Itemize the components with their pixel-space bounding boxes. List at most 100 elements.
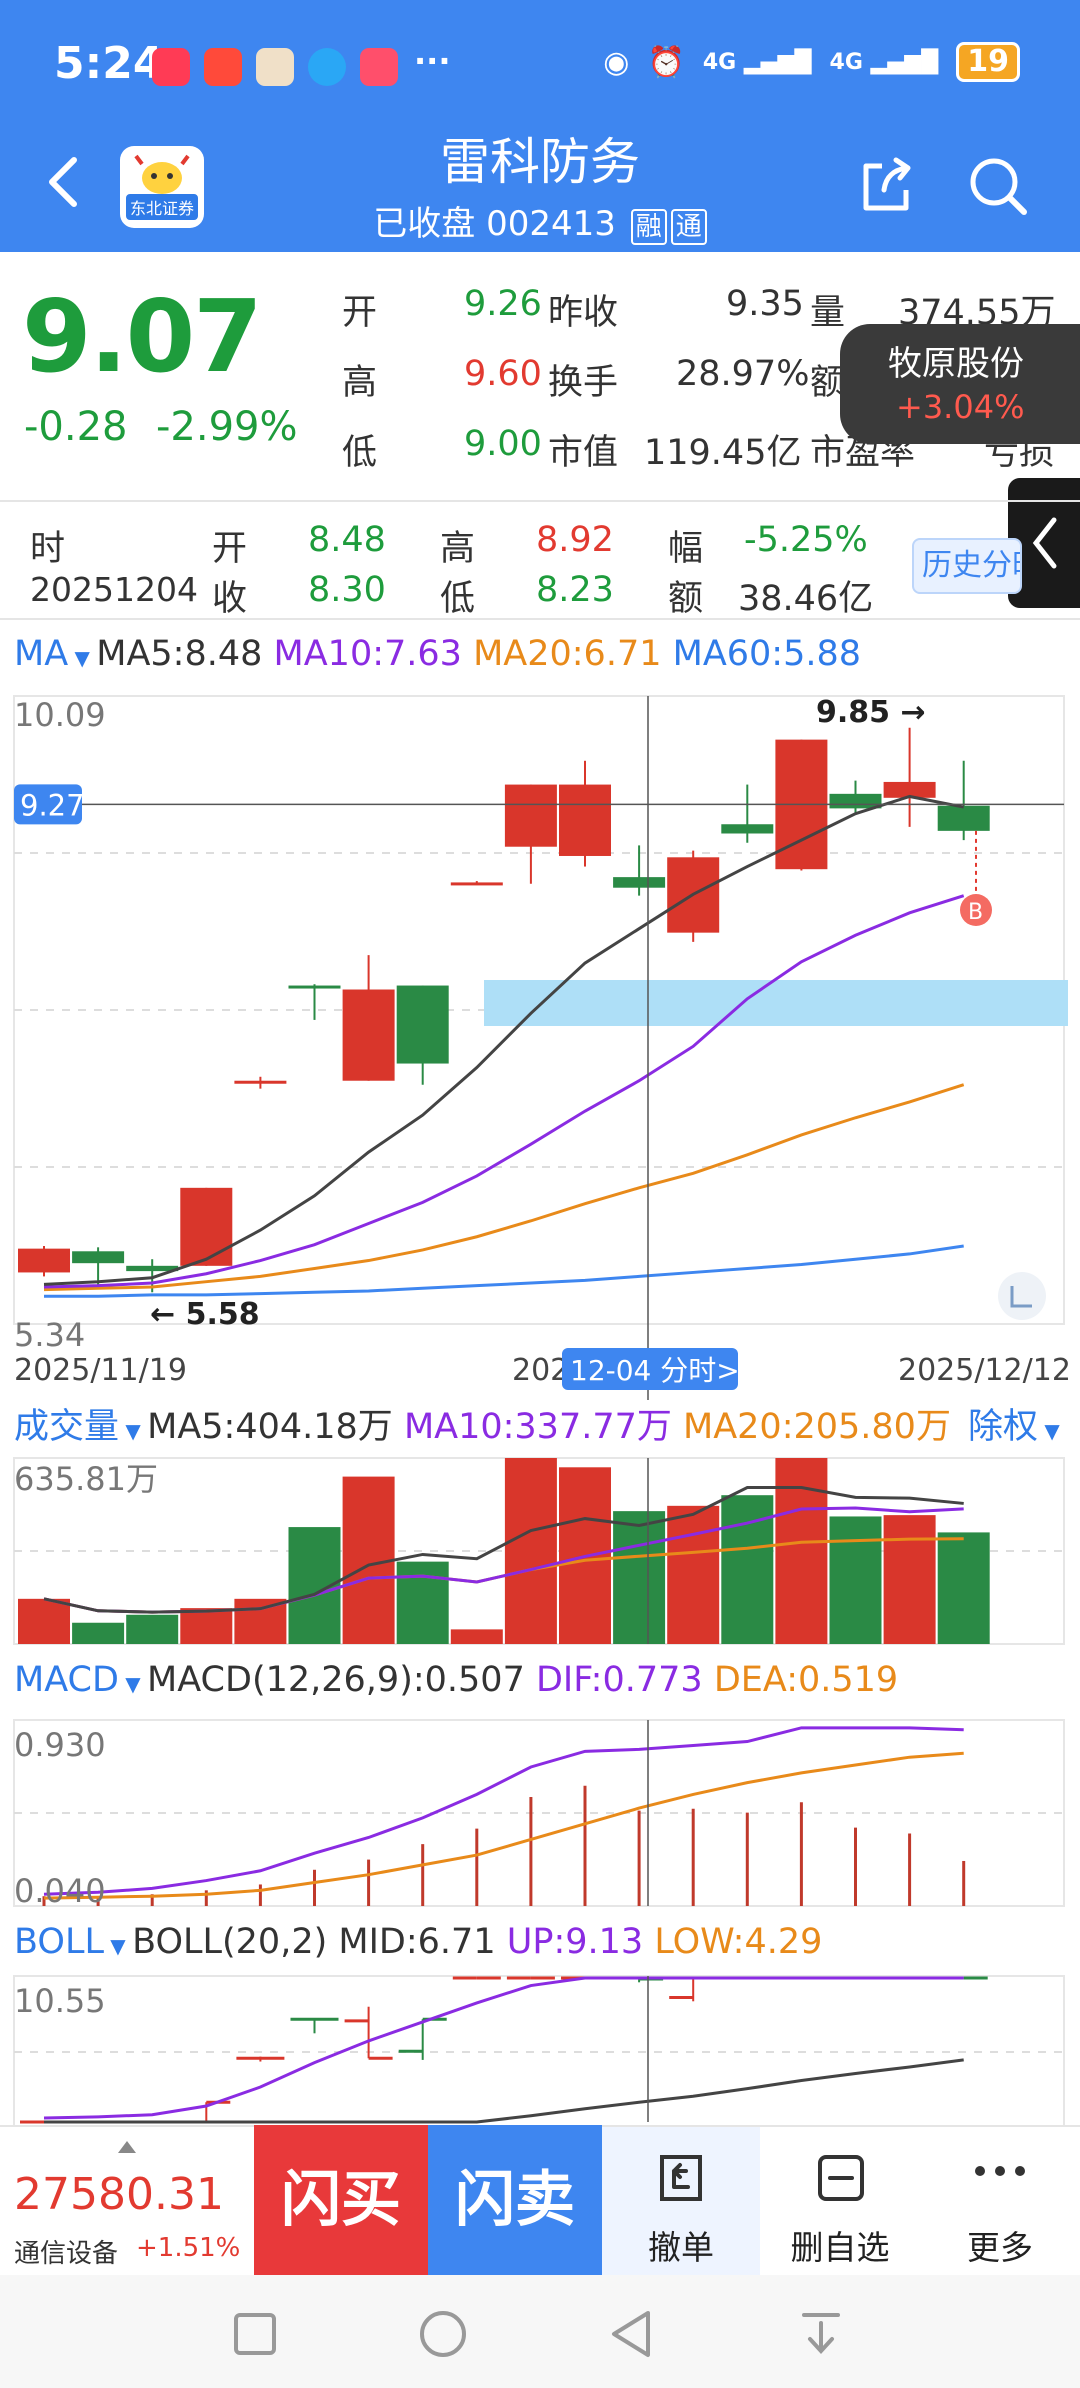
boll-y-max: 10.55 [14, 1982, 106, 2020]
dropdown-icon[interactable]: ▼ [68, 646, 97, 670]
candlestick-chart[interactable]: 10.09 5.34 9.27 9.85 → ← 5.58 B 2025/11/19 202 1… [0, 680, 1080, 1400]
boll-chart[interactable]: 10.55 [0, 1972, 1080, 2125]
fullscreen-icon-glyph [1010, 1286, 1032, 1308]
volume-selector[interactable]: 成交量 [14, 1407, 120, 1447]
battery-icon: 19 [956, 42, 1020, 82]
candle-body [883, 781, 936, 798]
x-axis-end: 2025/12/12 [898, 1353, 1071, 1388]
index-value: 27580.31 [14, 2169, 224, 2220]
search-icon [970, 158, 1027, 215]
back-button[interactable] [40, 152, 90, 212]
plot-frame [13, 1719, 1065, 1907]
day-amplitude-value: -5.25% [744, 520, 868, 560]
volume-bar [613, 1511, 666, 1644]
notification-shade-icon[interactable] [798, 2309, 844, 2359]
boll-up-value: UP:9.13 [506, 1922, 644, 1962]
macd-value: MACD(12,26,9):0.507 [147, 1660, 525, 1700]
triangle-up-icon [118, 2141, 136, 2153]
dropdown-icon[interactable]: ▼ [103, 1934, 133, 1958]
volume-label: 量 [810, 293, 846, 333]
turnover-value: 28.97% [676, 354, 810, 394]
recent-apps-icon[interactable] [232, 2311, 278, 2357]
day-amount-value: 38.46亿 [738, 579, 874, 619]
cursor-date-label: 12-04 分时> [570, 1354, 740, 1387]
dropdown-icon[interactable]: ▼ [118, 1672, 148, 1696]
market-cap-value: 119.45亿 [644, 433, 802, 473]
flash-sell-button[interactable]: 闪卖 [428, 2125, 602, 2275]
related-stock-popup[interactable]: 牧原股份 +3.04% [840, 324, 1080, 444]
broker-logo: 东北证券 [120, 146, 204, 228]
margin-tag: 融 [630, 209, 667, 245]
bottom-action-bar: 27580.31 通信设备 +1.51% 闪买 闪卖 撤单 删自选 更多 [0, 2125, 1080, 2275]
boll-selector[interactable]: BOLL [14, 1922, 104, 1962]
stock-name: 雷科防务 [440, 133, 640, 191]
history-intraday-button[interactable]: 历史分时 [912, 538, 1022, 594]
cancel-order-button[interactable]: 撤单 [602, 2125, 760, 2275]
high-value: 9.60 [464, 354, 542, 394]
popup-stock-pct: +3.04% [896, 388, 1025, 426]
buy-marker [960, 894, 992, 926]
cancel-order-icon [660, 2155, 702, 2201]
open-value: 9.26 [464, 284, 542, 324]
back-nav-icon[interactable] [608, 2309, 654, 2359]
macd-chart[interactable]: 0.930 0.040 [0, 1712, 1080, 1912]
eye-icon: ◉ [603, 44, 630, 80]
remove-watchlist-button[interactable]: 删自选 [760, 2125, 920, 2275]
share-icon [863, 157, 911, 211]
plot-frame [13, 1975, 1065, 2125]
cancel-order-label: 撤单 [648, 2228, 714, 2267]
candle-body [559, 784, 611, 856]
turnover-label: 换手 [548, 363, 619, 403]
candle-body [234, 1080, 287, 1084]
ma10-value: MA10:7.63 [273, 634, 462, 674]
candle-body [288, 985, 341, 989]
ma60-value: MA60:5.88 [672, 634, 862, 674]
dropdown-icon[interactable]: ▼ [119, 1419, 148, 1443]
volume-bar [450, 1629, 503, 1644]
candle-body [342, 989, 395, 1081]
notification-app-icon [256, 48, 294, 86]
ex-rights-selector[interactable]: 除权 ▼ [968, 1407, 1060, 1447]
flash-buy-button[interactable]: 闪买 [254, 2125, 428, 2275]
vol-ma20-value: MA20:205.80万 [683, 1407, 951, 1447]
search-button[interactable] [966, 154, 1030, 222]
candle-body [829, 793, 882, 809]
prev-close-value: 9.35 [726, 284, 804, 324]
more-notifications-icon: ··· [414, 42, 451, 80]
home-icon[interactable] [418, 2309, 468, 2359]
ma60-line [44, 1244, 964, 1298]
boll-mid-value: MID:6.71 [338, 1922, 496, 1962]
day-low-value: 8.23 [536, 570, 614, 610]
vol-ma5-value: MA5:404.18万 [147, 1407, 393, 1447]
stock-subtitle: 已收盘 002413 融通 [0, 196, 1080, 245]
volume-bar [180, 1608, 233, 1644]
day-high-label: 高 [440, 529, 476, 569]
buy-marker-label: B [968, 900, 983, 925]
high-label: 高 [342, 363, 378, 403]
day-time-label: 时 [30, 529, 66, 569]
candle-body [504, 784, 557, 847]
boll-up-line [43, 1976, 964, 2120]
divider [0, 500, 1080, 502]
boll-params: BOLL(20,2) [132, 1922, 328, 1962]
candle-body [180, 1187, 233, 1266]
volume-chart[interactable]: 635.81万 [0, 1450, 1080, 1650]
more-dots-icon [975, 2166, 1025, 2176]
volume-bar [829, 1516, 882, 1644]
macd-indicator-header: MACD ▼ MACD(12,26,9):0.507 DIF:0.773 DEA… [14, 1660, 898, 1700]
candle-body [450, 882, 503, 886]
vol-ma10-value: MA10:337.77万 [403, 1407, 672, 1447]
ma-selector[interactable]: MA [14, 634, 69, 674]
cursor-date-tag [562, 1348, 738, 1390]
volume-bar [18, 1598, 70, 1644]
market-cap-label: 市值 [548, 433, 619, 473]
day-low-label: 低 [440, 579, 476, 619]
macd-selector[interactable]: MACD [14, 1660, 119, 1700]
share-button[interactable] [856, 156, 916, 220]
index-panel[interactable]: 27580.31 通信设备 +1.51% [0, 2125, 254, 2275]
more-button[interactable]: 更多 [920, 2125, 1080, 2275]
vol-ma5-line [43, 1485, 964, 1614]
day-high-value: 8.92 [536, 520, 614, 560]
cursor-price-value: 9.27 [20, 788, 85, 822]
day-open-label: 开 [212, 529, 248, 569]
